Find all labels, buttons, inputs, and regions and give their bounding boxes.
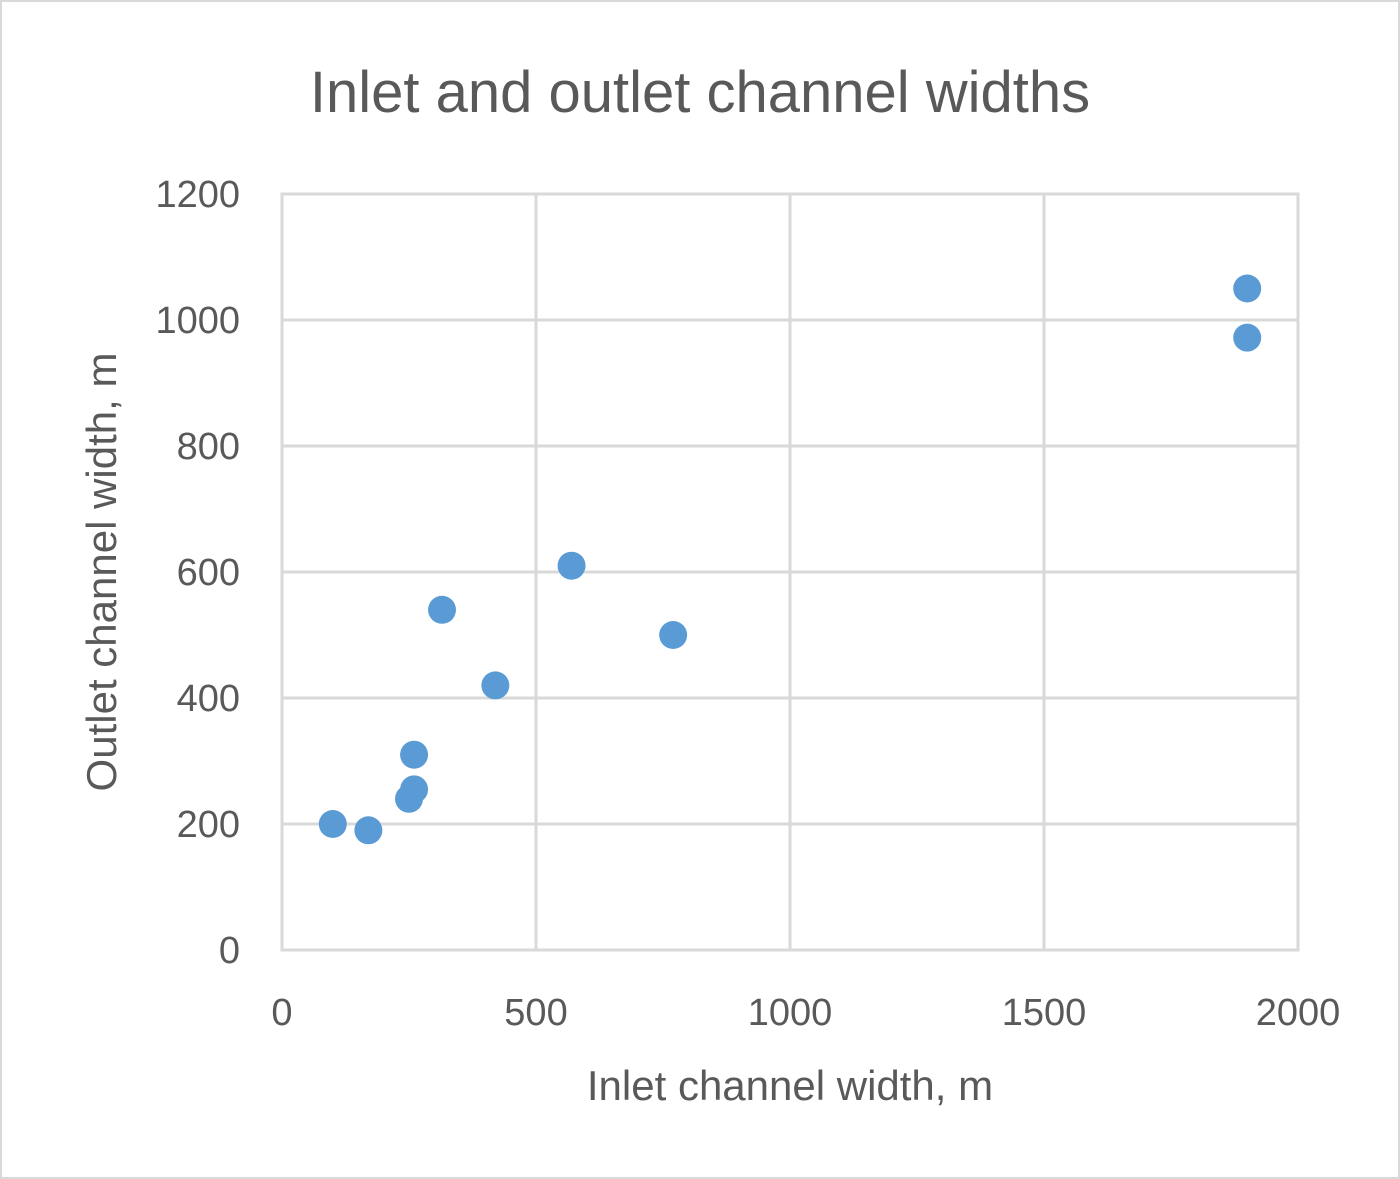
y-tick-label: 200 <box>177 804 240 846</box>
y-tick-label: 1000 <box>155 300 240 342</box>
data-point <box>428 595 457 624</box>
data-point <box>354 816 383 845</box>
data-point <box>659 621 688 649</box>
x-tick-label: 1000 <box>748 992 833 1034</box>
data-point <box>400 740 429 769</box>
x-tick-label: 1500 <box>1002 992 1087 1034</box>
grid <box>282 194 1298 950</box>
x-tick-label: 0 <box>271 992 292 1034</box>
x-axis-title: Inlet channel width, m <box>587 1062 993 1109</box>
data-points <box>318 274 1262 845</box>
data-point <box>318 810 347 838</box>
plot-area-border <box>280 192 1300 952</box>
y-tick-label: 800 <box>177 426 240 468</box>
y-tick-label: 600 <box>177 552 240 594</box>
x-tick-label: 2000 <box>1256 992 1341 1034</box>
y-axis-ticks: 0 200 400 600 800 1000 1200 <box>155 174 240 972</box>
x-axis-ticks: 0 500 1000 1500 2000 <box>271 992 1340 1034</box>
data-point <box>400 775 429 804</box>
y-tick-label: 400 <box>177 678 240 720</box>
data-point <box>557 551 586 580</box>
data-point <box>1233 274 1262 303</box>
data-point <box>1233 323 1262 352</box>
data-point <box>481 671 510 700</box>
chart-title: Inlet and outlet channel widths <box>310 60 1090 125</box>
x-tick-label: 500 <box>504 992 567 1034</box>
y-tick-label: 0 <box>219 930 240 972</box>
y-axis-title: Outlet channel width, m <box>78 353 125 792</box>
y-tick-label: 1200 <box>155 174 240 216</box>
